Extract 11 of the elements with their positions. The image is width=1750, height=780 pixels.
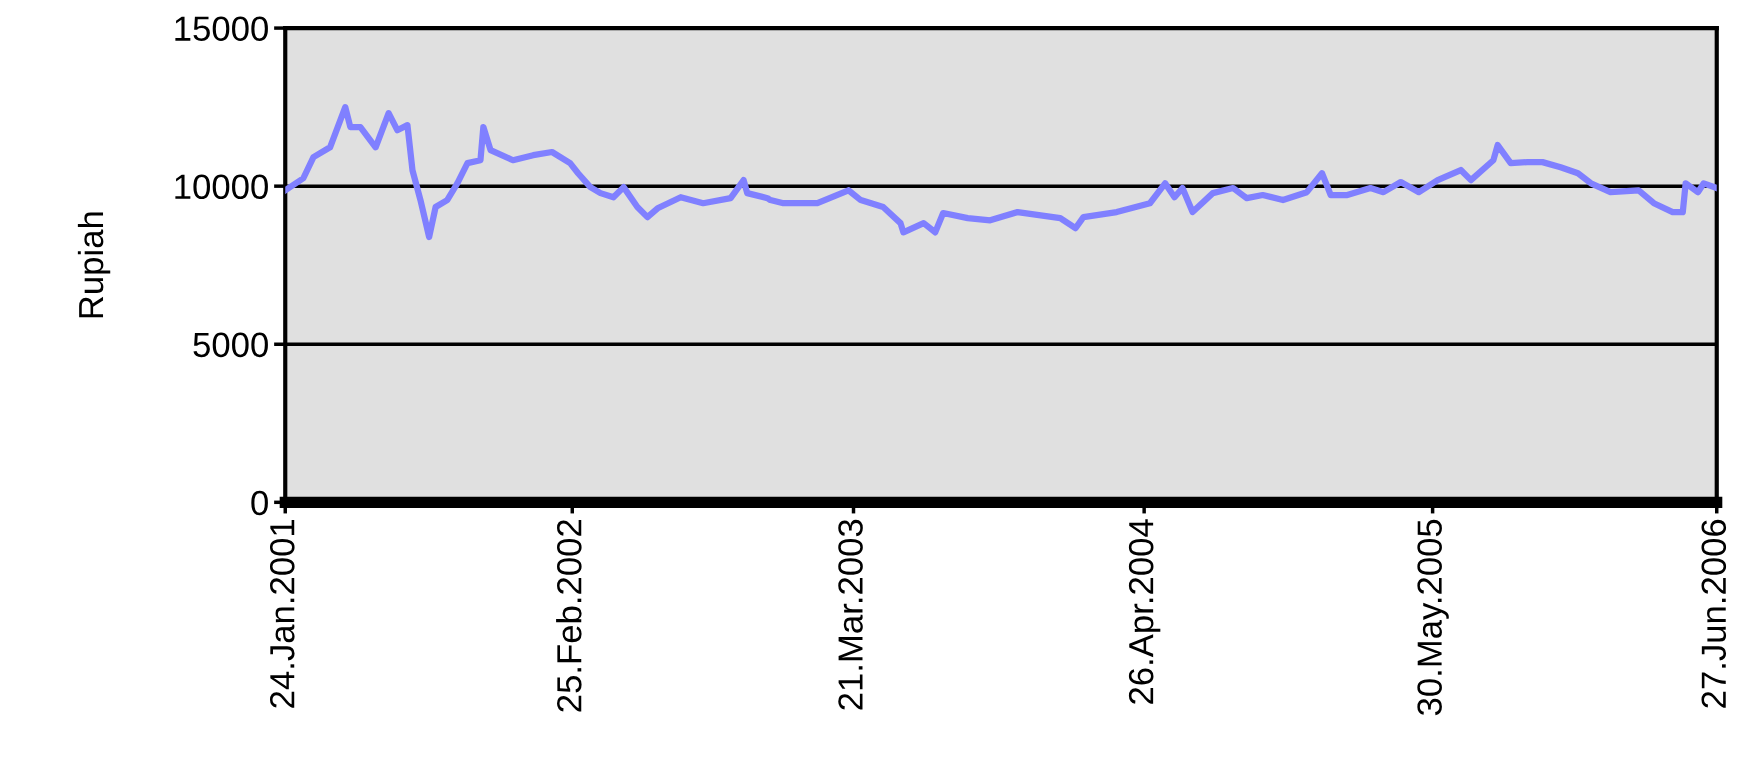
x-tick-label: 21.Mar.2003 <box>838 519 863 710</box>
x-tick-label: 24.Jan.2001 <box>269 519 295 708</box>
y-tick-label: 10000 <box>175 174 268 200</box>
x-tick-label: 25.Feb.2002 <box>556 520 582 712</box>
y-tick-label: 0 <box>251 490 268 516</box>
x-tick-label: 27.Jun.2006 <box>1701 519 1727 708</box>
x-tick-label: 30.May.2005 <box>1417 519 1449 716</box>
y-axis-title: Rupiah <box>77 212 111 318</box>
x-tick-label: 26.Apr.2004 <box>1128 519 1161 704</box>
y-tick-label: 15000 <box>175 16 268 41</box>
y-tick-label: 5000 <box>193 332 268 358</box>
